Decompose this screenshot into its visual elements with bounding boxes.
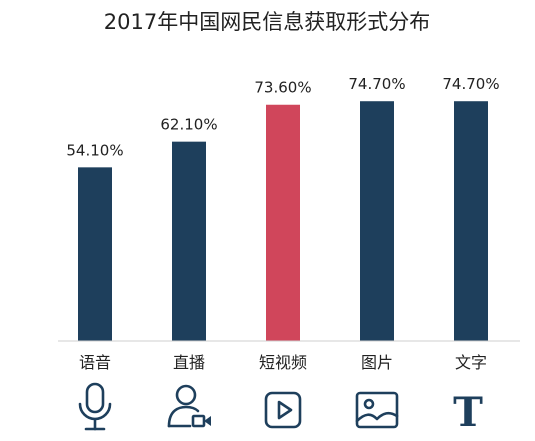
value-label-3: 74.70% [348, 75, 405, 93]
chart-title: 2017年中国网民信息获取形式分布 [104, 10, 430, 34]
category-label-4: 文字 [455, 353, 487, 372]
bar-2 [266, 104, 300, 341]
category-label-2: 短视频 [259, 353, 307, 372]
bars-group [78, 101, 488, 341]
text-t-icon: T [453, 389, 483, 436]
category-labels-group: 语音 直播 短视频 图片 文字 [79, 353, 487, 372]
bar-1 [172, 141, 206, 341]
live-stream-user-icon [167, 384, 211, 428]
bar-3 [360, 101, 394, 341]
category-label-1: 直播 [173, 353, 205, 372]
video-play-icon [264, 391, 302, 429]
value-label-4: 74.70% [442, 75, 499, 93]
bar-4 [454, 101, 488, 341]
bar-0 [78, 167, 112, 341]
svg-text:T: T [453, 389, 483, 436]
value-label-2: 73.60% [254, 79, 311, 97]
value-label-1: 62.10% [160, 116, 217, 134]
microphone-icon [78, 382, 112, 431]
value-label-0: 54.10% [66, 141, 123, 159]
value-labels-group: 54.10% 62.10% 73.60% 74.70% 74.70% [66, 75, 499, 159]
category-label-3: 图片 [361, 353, 393, 372]
category-label-0: 语音 [79, 353, 111, 372]
image-icon [355, 391, 399, 429]
